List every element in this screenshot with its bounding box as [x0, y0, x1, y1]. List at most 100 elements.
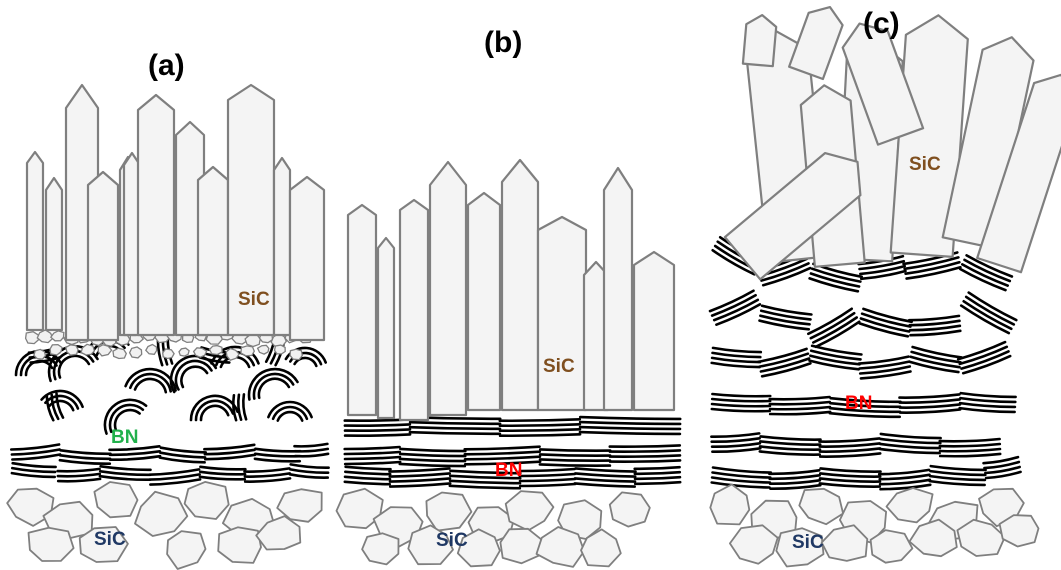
- bn-layer-line: [759, 440, 822, 446]
- bn-layer-line: [343, 480, 391, 486]
- bn-layer-line: [898, 393, 961, 399]
- panel-a-sic-columns: [25, 83, 326, 342]
- bn-layer-line: [711, 249, 756, 276]
- bn-layer-line: [898, 398, 961, 404]
- bn-layer-line: [293, 452, 330, 458]
- sic-interlayer-grain: [36, 329, 54, 344]
- bn-layer-line: [29, 356, 62, 364]
- bn-layer-line: [463, 445, 541, 451]
- bn-layer-line: [710, 407, 772, 413]
- bn-layer-line: [758, 450, 821, 456]
- bn-layer-line: [878, 447, 941, 455]
- bn-layer-line: [878, 478, 932, 486]
- bn-layer-line: [608, 449, 682, 453]
- bn-layer-line: [859, 317, 911, 333]
- bn-layer-line: [343, 433, 412, 437]
- bn-layer-line: [633, 480, 682, 486]
- bn-curved-layer: [44, 394, 80, 410]
- bn-layer-line: [859, 264, 906, 276]
- bn-layer-line: [344, 465, 392, 471]
- sic-substrate-grain: [407, 524, 454, 566]
- sic-column-crystal: [536, 215, 588, 412]
- panel-a-sic-substrate: [6, 480, 323, 570]
- bn-layer-line: [518, 472, 577, 478]
- panel-b-sic-columns: [346, 158, 676, 422]
- bn-layer-line: [808, 359, 861, 371]
- bn-curved-layer: [247, 367, 299, 401]
- bn-layer-line: [108, 450, 162, 457]
- sic-substrate-grain: [499, 527, 543, 565]
- bn-layer-line: [633, 465, 681, 471]
- sic-substrate-grain: [78, 526, 129, 563]
- sic-interlayer-grain: [208, 344, 223, 356]
- bn-layer-line: [818, 482, 881, 488]
- bn-layer-line: [398, 457, 467, 463]
- bn-layer-line: [518, 467, 576, 473]
- sic-column-crystal: [288, 175, 326, 342]
- bn-layer-line: [959, 396, 1017, 404]
- bn-layer-line: [877, 468, 931, 476]
- sic-column-crystal: [500, 158, 540, 412]
- bn-layer-line: [711, 471, 772, 479]
- bn-layer-line: [907, 314, 961, 322]
- bn-layer-line: [768, 469, 821, 476]
- bn-layer-line: [710, 402, 772, 408]
- sic-interlayer-grain: [49, 343, 63, 356]
- sic-interlayer-grain: [49, 330, 65, 342]
- bn-layer-line: [982, 455, 1020, 465]
- bn-layer-line: [967, 291, 1018, 322]
- bn-layer-line: [958, 406, 1016, 414]
- sic-interlayer-grain: [273, 344, 286, 355]
- bn-layer-line: [911, 345, 963, 359]
- bn-layer-line: [50, 393, 60, 421]
- bn-layer-line: [809, 311, 856, 340]
- sic-substrate-grain: [729, 524, 779, 565]
- bn-layer-line: [449, 469, 522, 475]
- bn-curved-layer: [276, 410, 304, 422]
- bn-layer-line: [149, 478, 202, 486]
- bn-layer-line: [760, 262, 810, 282]
- bn-layer-line: [828, 411, 901, 419]
- panel-a-bottom-sic-label: SiC: [94, 529, 126, 550]
- bn-layer-line: [819, 472, 882, 478]
- bn-curved-layer: [293, 356, 318, 368]
- bn-layer-line: [343, 445, 401, 451]
- bn-layer-line: [56, 472, 102, 478]
- bn-layer-line: [857, 355, 910, 365]
- bn-curved-layer: [267, 400, 313, 419]
- panel-c-bn-label: BN: [845, 393, 872, 414]
- bn-layer-line: [938, 437, 1001, 443]
- bn-layer-line: [408, 420, 502, 426]
- bn-layer-line: [608, 454, 682, 458]
- sic-column-crystal: [25, 150, 45, 332]
- bn-layer-line: [578, 415, 682, 421]
- bn-layer-line: [768, 405, 832, 411]
- bn-layer-line: [11, 453, 62, 461]
- bn-layer-line: [963, 258, 1012, 283]
- bn-curved-layer: [257, 377, 291, 400]
- bn-layer-line: [768, 410, 832, 416]
- bn-layer-line: [960, 350, 1010, 370]
- bn-layer-line: [538, 458, 612, 462]
- sic-substrate-grain: [361, 532, 400, 566]
- sic-substrate-grain: [255, 515, 302, 551]
- sic-column-crystal: [602, 166, 634, 412]
- sic-column-crystal: [428, 160, 468, 417]
- bn-layer-line: [11, 461, 57, 469]
- bn-layer-line: [578, 420, 682, 426]
- bn-layer-line: [758, 445, 822, 451]
- bn-layer-line: [812, 316, 858, 344]
- bn-layer-line: [498, 433, 582, 438]
- bn-layer-line: [388, 467, 451, 473]
- sic-substrate-grain: [27, 526, 75, 562]
- bn-layer-line: [859, 370, 912, 380]
- bn-layer-line: [148, 468, 201, 476]
- bn-layer-line: [711, 351, 762, 359]
- sic-substrate-grain: [535, 526, 585, 568]
- bn-layer-line: [59, 449, 112, 456]
- bn-layer-line: [343, 450, 402, 456]
- bn-layer-line: [984, 465, 1021, 475]
- bn-layer-line: [11, 466, 57, 474]
- bn-layer-line: [463, 460, 542, 466]
- bn-layer-line: [159, 451, 207, 459]
